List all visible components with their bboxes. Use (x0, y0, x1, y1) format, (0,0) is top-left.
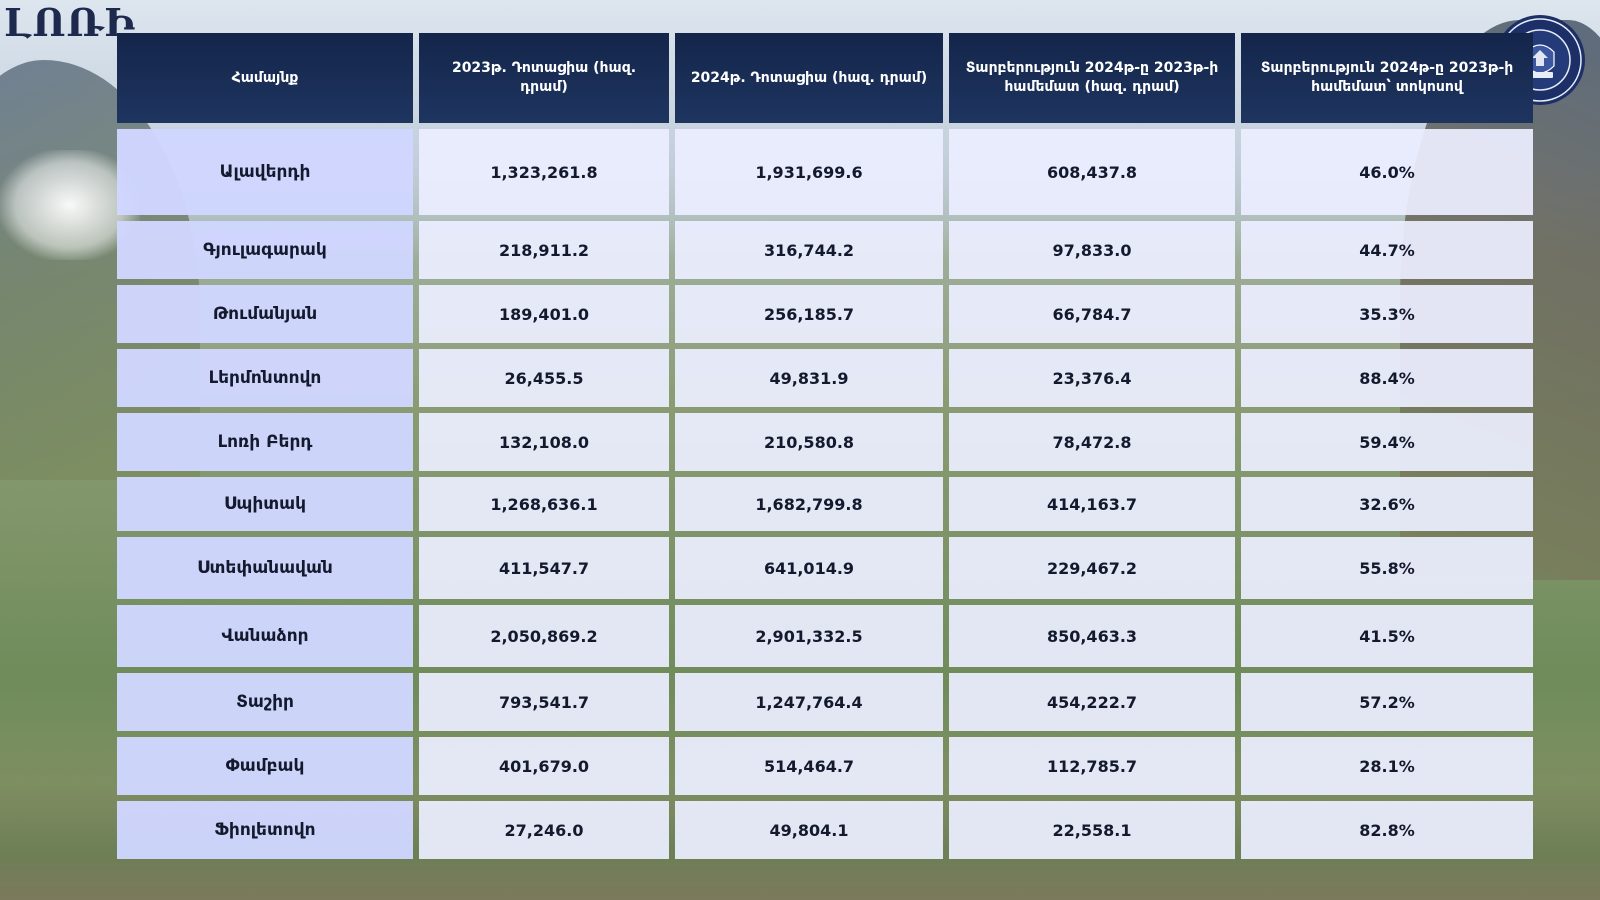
cell-difference-amount: 608,437.8 (949, 129, 1235, 215)
cell-difference-percent: 35.3% (1241, 285, 1533, 343)
cell-difference-amount: 229,467.2 (949, 537, 1235, 599)
dotation-table: Համայնք 2023թ. Դոտացիա (հազ. դրամ) 2024թ… (111, 27, 1539, 865)
header-difference-amount: Տարբերություն 2024թ-ը 2023թ-ի համեմատ (հ… (949, 33, 1235, 123)
table-header-row: Համայնք 2023թ. Դոտացիա (հազ. դրամ) 2024թ… (117, 33, 1533, 123)
cell-dotation-2023: 27,246.0 (419, 801, 669, 859)
cell-dotation-2024: 1,247,764.4 (675, 673, 943, 731)
table-row: Թումանյան 189,401.0 256,185.7 66,784.7 3… (117, 285, 1533, 343)
cell-dotation-2023: 793,541.7 (419, 673, 669, 731)
cell-community: Գյուլագարակ (117, 221, 413, 279)
cell-community: Թումանյան (117, 285, 413, 343)
header-community: Համայնք (117, 33, 413, 123)
cell-community: Ալավերդի (117, 129, 413, 215)
cell-dotation-2023: 218,911.2 (419, 221, 669, 279)
cell-difference-amount: 22,558.1 (949, 801, 1235, 859)
cell-dotation-2024: 1,931,699.6 (675, 129, 943, 215)
cell-difference-percent: 59.4% (1241, 413, 1533, 471)
table-row: Վանաձոր 2,050,869.2 2,901,332.5 850,463.… (117, 605, 1533, 667)
cell-dotation-2023: 2,050,869.2 (419, 605, 669, 667)
cell-difference-amount: 414,163.7 (949, 477, 1235, 531)
cell-difference-amount: 112,785.7 (949, 737, 1235, 795)
cell-dotation-2024: 210,580.8 (675, 413, 943, 471)
table-row: Տաշիր 793,541.7 1,247,764.4 454,222.7 57… (117, 673, 1533, 731)
cell-dotation-2024: 49,831.9 (675, 349, 943, 407)
cell-difference-amount: 66,784.7 (949, 285, 1235, 343)
cell-difference-percent: 82.8% (1241, 801, 1533, 859)
cell-community: Փամբակ (117, 737, 413, 795)
cell-dotation-2024: 514,464.7 (675, 737, 943, 795)
cell-community: Ֆիոլետովո (117, 801, 413, 859)
cell-dotation-2023: 411,547.7 (419, 537, 669, 599)
cell-dotation-2023: 401,679.0 (419, 737, 669, 795)
cell-difference-percent: 44.7% (1241, 221, 1533, 279)
table-row: Փամբակ 401,679.0 514,464.7 112,785.7 28.… (117, 737, 1533, 795)
cell-difference-percent: 55.8% (1241, 537, 1533, 599)
cell-dotation-2023: 1,268,636.1 (419, 477, 669, 531)
cell-difference-percent: 28.1% (1241, 737, 1533, 795)
cell-community: Տաշիր (117, 673, 413, 731)
cell-dotation-2024: 316,744.2 (675, 221, 943, 279)
cell-difference-amount: 850,463.3 (949, 605, 1235, 667)
header-dotation-2023: 2023թ. Դոտացիա (հազ. դրամ) (419, 33, 669, 123)
cell-dotation-2023: 189,401.0 (419, 285, 669, 343)
cell-difference-percent: 88.4% (1241, 349, 1533, 407)
cell-dotation-2023: 1,323,261.8 (419, 129, 669, 215)
table-row: Սպիտակ 1,268,636.1 1,682,799.8 414,163.7… (117, 477, 1533, 531)
table-row: Լոռի Բերդ 132,108.0 210,580.8 78,472.8 5… (117, 413, 1533, 471)
cell-difference-amount: 454,222.7 (949, 673, 1235, 731)
cell-dotation-2024: 49,804.1 (675, 801, 943, 859)
cell-dotation-2023: 26,455.5 (419, 349, 669, 407)
table-row: Գյուլագարակ 218,911.2 316,744.2 97,833.0… (117, 221, 1533, 279)
cell-difference-amount: 23,376.4 (949, 349, 1235, 407)
cell-dotation-2024: 1,682,799.8 (675, 477, 943, 531)
table-row: Լերմոնտովո 26,455.5 49,831.9 23,376.4 88… (117, 349, 1533, 407)
cell-difference-amount: 97,833.0 (949, 221, 1235, 279)
cell-difference-percent: 46.0% (1241, 129, 1533, 215)
cell-difference-percent: 41.5% (1241, 605, 1533, 667)
background-cloud (0, 150, 140, 260)
cell-community: Լոռի Բերդ (117, 413, 413, 471)
region-title: ԼՈՌԻ (4, 0, 136, 45)
cell-dotation-2024: 641,014.9 (675, 537, 943, 599)
cell-community: Սպիտակ (117, 477, 413, 531)
cell-community: Լերմոնտովո (117, 349, 413, 407)
cell-community: Վանաձոր (117, 605, 413, 667)
cell-dotation-2024: 256,185.7 (675, 285, 943, 343)
cell-difference-amount: 78,472.8 (949, 413, 1235, 471)
cell-dotation-2023: 132,108.0 (419, 413, 669, 471)
cell-dotation-2024: 2,901,332.5 (675, 605, 943, 667)
header-dotation-2024: 2024թ. Դոտացիա (հազ. դրամ) (675, 33, 943, 123)
table-row: Ալավերդի 1,323,261.8 1,931,699.6 608,437… (117, 129, 1533, 215)
table-row: Ֆիոլետովո 27,246.0 49,804.1 22,558.1 82.… (117, 801, 1533, 859)
cell-difference-percent: 57.2% (1241, 673, 1533, 731)
table-row: Ստեփանավան 411,547.7 641,014.9 229,467.2… (117, 537, 1533, 599)
cell-community: Ստեփանավան (117, 537, 413, 599)
cell-difference-percent: 32.6% (1241, 477, 1533, 531)
header-difference-percent: Տարբերություն 2024թ-ը 2023թ-ի համեմատ՝ տ… (1241, 33, 1533, 123)
